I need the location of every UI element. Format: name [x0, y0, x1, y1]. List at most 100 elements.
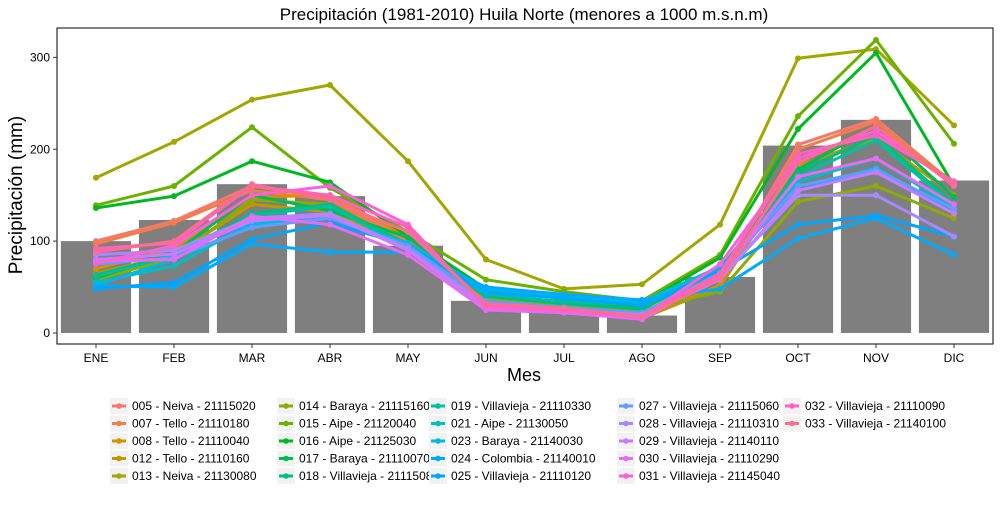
legend-key-point — [116, 473, 122, 479]
x-tick-label: AGO — [629, 351, 656, 365]
series-point — [795, 141, 801, 148]
series-point — [171, 284, 177, 291]
series-point — [171, 193, 177, 200]
series-point — [795, 235, 801, 242]
series-point — [171, 256, 177, 263]
legend-item: 031 - Villavieja - 21145040 — [617, 468, 780, 484]
x-tick-label: SEP — [708, 351, 732, 365]
series-point — [795, 169, 801, 176]
series-point — [795, 198, 801, 205]
series-point — [249, 236, 255, 243]
legend-item: 023 - Baraya - 21140030 — [429, 433, 583, 449]
series-point — [93, 273, 99, 280]
series-5 — [93, 46, 957, 292]
series-point — [93, 249, 99, 256]
series-point — [639, 296, 645, 303]
series-point — [249, 124, 255, 131]
x-tick-label: ABR — [318, 351, 343, 365]
series-point — [327, 203, 333, 210]
legend-item: 024 - Colombia - 21140010 — [429, 450, 596, 467]
series-point — [249, 196, 255, 203]
legend-item: 029 - Villavieja - 21140110 — [617, 433, 779, 449]
series-point — [795, 173, 801, 180]
chart-title: Precipitación (1981-2010) Huila Norte (m… — [280, 5, 769, 24]
legend-key-point — [789, 403, 795, 409]
legend-label: 008 - Tello - 21110040 — [132, 434, 250, 448]
series-point — [93, 240, 99, 247]
series-point — [873, 49, 879, 56]
series-point — [171, 279, 177, 286]
series-point — [717, 274, 723, 281]
series-point — [327, 183, 333, 189]
series-point — [951, 122, 957, 129]
series-point — [951, 201, 957, 208]
series-line — [95, 213, 955, 307]
series-point — [795, 221, 801, 228]
legend-label: 023 - Baraya - 21140030 — [451, 434, 583, 448]
series-point — [873, 127, 879, 134]
legend-item: 015 - Aipe - 21120040 — [277, 415, 417, 432]
series-point — [171, 250, 177, 257]
legend-item: 030 - Villavieja - 21110290 — [617, 450, 779, 467]
series-point — [327, 196, 333, 203]
legend-key-point — [283, 455, 289, 462]
series-point — [483, 276, 489, 283]
series-point — [249, 201, 255, 208]
legend-label: 024 - Colombia - 21140010 — [451, 452, 596, 466]
legend-key-point — [116, 455, 122, 462]
x-tick-label: DIC — [944, 351, 965, 365]
x-tick-label: JUN — [474, 351, 497, 365]
legend-key-point — [116, 403, 122, 409]
legend-label: 007 - Tello - 21110180 — [132, 417, 250, 431]
series-point — [249, 192, 255, 199]
series-point — [405, 224, 411, 231]
legend-key-point — [623, 420, 629, 427]
legend-key-point — [283, 420, 289, 427]
series-point — [873, 137, 879, 144]
series-point — [951, 205, 957, 212]
legend-item: 008 - Tello - 21110040 — [110, 433, 250, 449]
legend-key-point — [283, 438, 289, 444]
series-point — [171, 138, 177, 145]
legend-label: 018 - Villavieja - 21115080 — [299, 469, 439, 483]
legend-item: 032 - Villavieja - 21110090 — [783, 398, 945, 414]
series-point — [795, 146, 801, 153]
series-point — [951, 140, 957, 147]
series-point — [717, 254, 723, 261]
legend-item: 013 - Neiva - 21130080 — [110, 468, 257, 484]
series-point — [873, 132, 879, 139]
legend-label: 019 - Villavieja - 21110330 — [451, 399, 591, 413]
series-point — [717, 221, 723, 228]
legend-label: 005 - Neiva - 21115020 — [132, 399, 256, 413]
legend-label: 028 - Villavieja - 21110310 — [639, 417, 779, 431]
series-point — [951, 210, 957, 217]
series-point — [405, 228, 411, 235]
series-point — [795, 187, 801, 194]
legend-key-point — [116, 438, 122, 444]
series-point — [639, 313, 645, 320]
x-tick-label: MAR — [239, 351, 266, 365]
series-point — [639, 281, 645, 288]
legend-key-point — [435, 403, 441, 409]
series-point — [171, 183, 177, 189]
series-point — [249, 187, 255, 194]
series-point — [327, 212, 333, 219]
series-point — [249, 217, 255, 224]
series-point — [873, 123, 879, 130]
legend-label: 012 - Tello - 21110160 — [132, 452, 250, 466]
legend-label: 014 - Baraya - 21115160 — [299, 399, 430, 413]
series-point — [93, 265, 99, 272]
series-point — [483, 256, 489, 263]
series-point — [873, 118, 879, 125]
series-line — [95, 168, 955, 315]
legend-item: 016 - Aipe - 21125030 — [277, 433, 417, 449]
series-point — [639, 302, 645, 309]
legend-key-point — [283, 473, 289, 479]
series-point — [249, 181, 255, 188]
legend-label: 030 - Villavieja - 21110290 — [639, 452, 779, 466]
legend-label: 033 - Villavieja - 21140100 — [805, 417, 946, 431]
legend-label: 016 - Aipe - 21125030 — [299, 434, 417, 448]
legend-item: 018 - Villavieja - 21115080 — [277, 468, 439, 484]
series-point — [795, 183, 801, 189]
legend-label: 027 - Villavieja - 21115060 — [639, 399, 779, 413]
